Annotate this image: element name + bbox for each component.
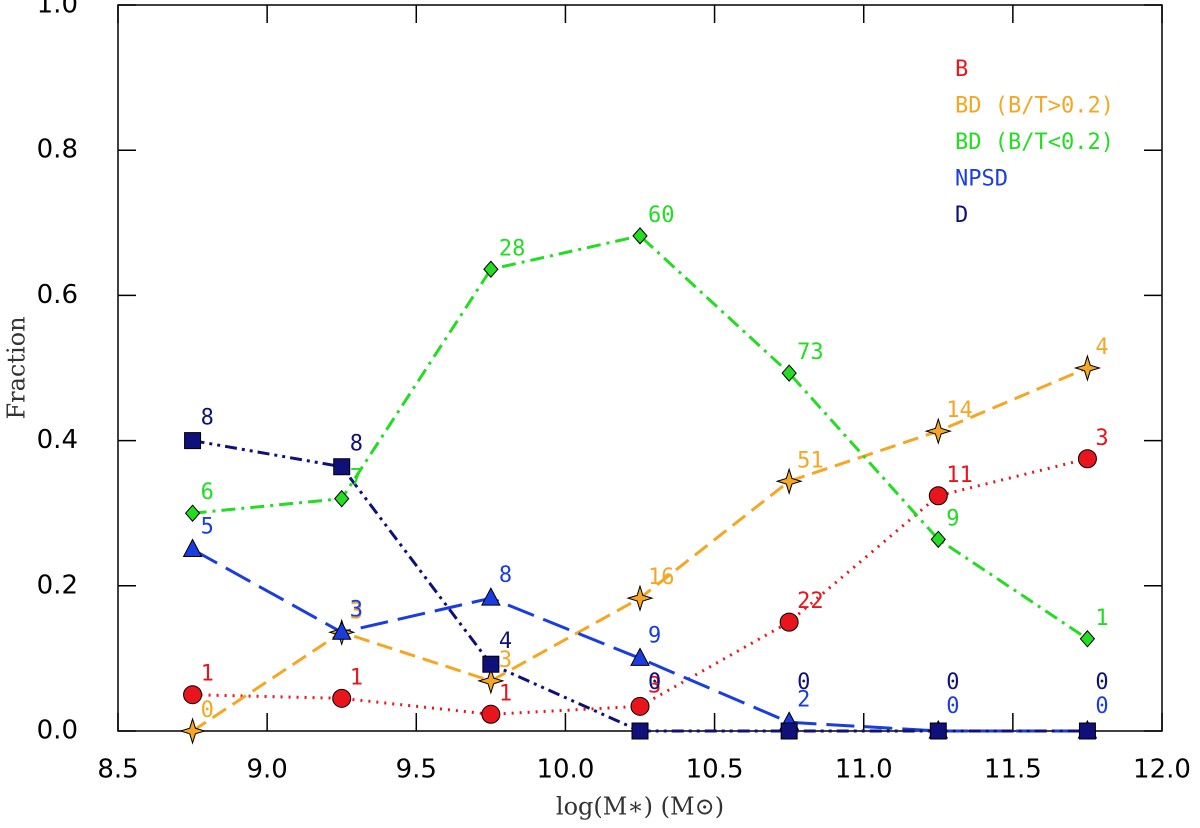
legend-entry: B xyxy=(955,57,968,82)
x-tick-label: 11.5 xyxy=(984,755,1042,785)
x-axis-title: log(M∗) (M⊙) xyxy=(556,793,724,821)
marker xyxy=(632,227,648,245)
data-label: 4 xyxy=(499,629,512,654)
data-label: 4 xyxy=(1095,335,1108,360)
marker xyxy=(183,685,203,705)
x-tick-label: 10.0 xyxy=(536,755,594,785)
data-label: 51 xyxy=(797,448,824,473)
marker xyxy=(630,696,650,716)
marker xyxy=(1078,722,1096,740)
data-label: 0 xyxy=(648,670,661,695)
x-tick-label: 10.5 xyxy=(686,755,744,785)
data-label: 9 xyxy=(648,623,661,648)
data-label: 1 xyxy=(350,665,363,690)
marker xyxy=(779,612,799,632)
marker xyxy=(184,432,202,450)
marker xyxy=(929,722,947,740)
marker xyxy=(332,688,352,708)
data-label: 0 xyxy=(1095,670,1108,695)
data-label: 5 xyxy=(201,515,214,540)
x-tick-label: 12.0 xyxy=(1133,755,1191,785)
marker xyxy=(775,467,803,495)
data-label: 28 xyxy=(499,236,526,261)
marker xyxy=(930,530,946,549)
legend-entry: BD (B/T>0.2) xyxy=(955,94,1114,119)
data-label: 8 xyxy=(499,563,512,588)
data-label: 0 xyxy=(797,670,810,695)
marker xyxy=(1077,449,1097,469)
marker xyxy=(626,584,654,612)
data-label: 8 xyxy=(350,432,363,457)
data-label: 1 xyxy=(201,662,214,687)
marker xyxy=(1079,630,1096,648)
data-label: 1 xyxy=(499,681,512,706)
marker xyxy=(630,647,650,666)
marker xyxy=(331,621,352,640)
data-label: 0 xyxy=(946,694,959,719)
data-label: 9 xyxy=(946,506,959,531)
data-label: 0 xyxy=(1095,694,1108,719)
data-label: 16 xyxy=(648,565,675,590)
data-label: 3 xyxy=(1095,426,1108,451)
data-label: 14 xyxy=(946,398,973,423)
marker xyxy=(184,504,201,522)
x-tick-label: 9.5 xyxy=(396,755,437,785)
data-label: 3 xyxy=(350,599,363,624)
marker xyxy=(1073,354,1102,382)
marker xyxy=(334,489,350,508)
legend-entry: BD (B/T<0.2) xyxy=(955,130,1114,155)
data-label: 6 xyxy=(201,480,214,505)
data-label: 8 xyxy=(201,406,214,431)
marker xyxy=(178,717,207,745)
x-tick-label: 9.0 xyxy=(246,755,287,785)
y-tick-label: 0.8 xyxy=(37,135,78,165)
marker xyxy=(333,458,351,476)
marker xyxy=(483,260,499,279)
data-label: 2 xyxy=(797,687,810,712)
marker xyxy=(781,364,797,382)
y-tick-label: 0.0 xyxy=(37,716,78,746)
marker xyxy=(924,417,952,445)
marker xyxy=(928,486,948,506)
data-label: 3 xyxy=(350,597,363,622)
y-tick-label: 0.4 xyxy=(37,425,78,455)
y-tick-label: 1.0 xyxy=(37,0,78,20)
y-axis-title: Fraction xyxy=(3,316,31,419)
marker xyxy=(631,722,649,740)
data-label: 11 xyxy=(946,463,973,488)
y-tick-label: 0.2 xyxy=(37,570,78,600)
data-label: 73 xyxy=(797,340,824,365)
legend-entry: D xyxy=(955,203,968,228)
marker xyxy=(182,538,203,557)
data-label: 0 xyxy=(201,698,214,723)
marker xyxy=(482,655,500,673)
data-label: 7 xyxy=(350,466,363,491)
data-label: 60 xyxy=(648,203,675,228)
marker xyxy=(477,667,505,695)
x-tick-label: 8.5 xyxy=(97,755,138,785)
marker xyxy=(780,722,798,740)
data-label: 3 xyxy=(648,673,661,698)
data-label: 1 xyxy=(1095,606,1108,631)
marker xyxy=(481,704,501,724)
series-line xyxy=(192,234,1089,641)
data-label: 0 xyxy=(946,670,959,695)
marker xyxy=(481,587,501,606)
legend-entry: NPSD xyxy=(955,167,1008,192)
x-tick-label: 11.0 xyxy=(835,755,893,785)
data-label: 22 xyxy=(797,589,824,614)
y-tick-label: 0.6 xyxy=(37,280,78,310)
data-label: 3 xyxy=(499,648,512,673)
